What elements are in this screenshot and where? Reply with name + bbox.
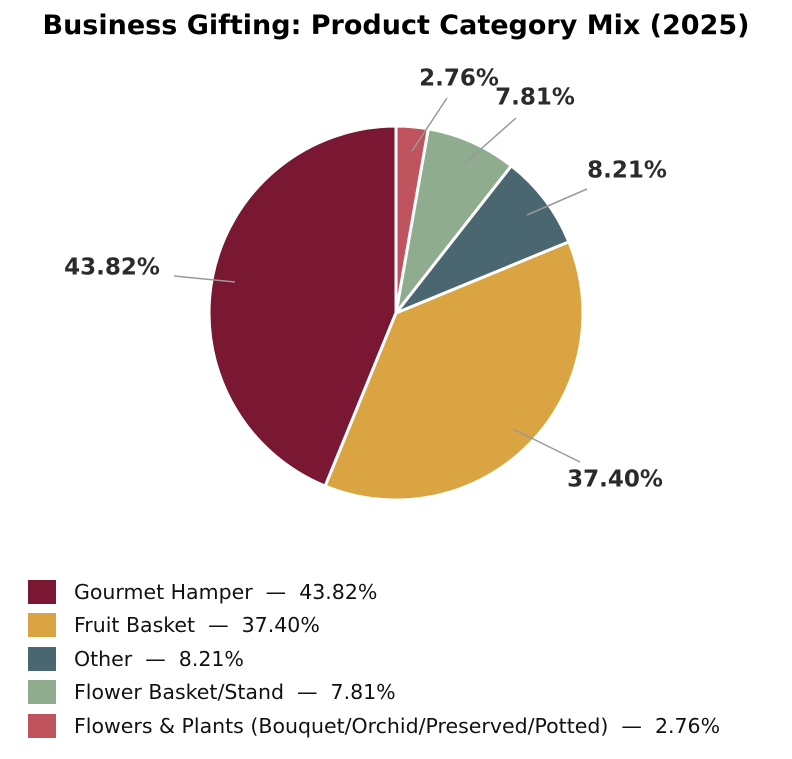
legend-item: Flowers & Plants (Bouquet/Orchid/Preserv… bbox=[28, 709, 720, 743]
pie-slice-gourmet-hamper bbox=[207, 124, 398, 488]
pie-slice-other bbox=[394, 164, 571, 315]
chart-title: Business Gifting: Product Category Mix (… bbox=[42, 10, 750, 41]
legend: Gourmet Hamper — 43.82% Fruit Basket — 37… bbox=[28, 575, 720, 743]
legend-label: Gourmet Hamper — 43.82% bbox=[74, 579, 378, 604]
data-label: 7.81% bbox=[495, 85, 575, 111]
legend-label: Flowers & Plants (Bouquet/Orchid/Preserv… bbox=[74, 713, 721, 738]
leader-line bbox=[526, 188, 588, 216]
leader-line bbox=[512, 428, 581, 463]
legend-item: Fruit Basket — 37.40% bbox=[28, 609, 720, 643]
data-label: 43.82% bbox=[64, 255, 160, 281]
data-label: 8.21% bbox=[587, 158, 667, 184]
data-label: 2.76% bbox=[419, 66, 499, 92]
data-labels: 43.82% 37.40% 8.21% 7.81%2.76% bbox=[64, 66, 667, 493]
legend-swatch bbox=[28, 680, 56, 705]
pie-chart: 43.82% 37.40% 8.21% 7.81%2.76% bbox=[64, 66, 667, 502]
leader-line bbox=[173, 275, 236, 283]
legend-swatch bbox=[28, 646, 56, 671]
legend-item: Other — 8.21% bbox=[28, 642, 720, 676]
pie-slice-fruit-basket bbox=[323, 240, 585, 502]
legend-label: Flower Basket/Stand — 7.81% bbox=[74, 680, 396, 705]
legend-item: Flower Basket/Stand — 7.81% bbox=[28, 676, 720, 710]
pie-slice-flower-basket-stand bbox=[394, 127, 513, 315]
leader-line bbox=[463, 117, 517, 165]
legend-label: Other — 8.21% bbox=[74, 646, 244, 671]
legend-item: Gourmet Hamper — 43.82% bbox=[28, 575, 720, 609]
pie-slices bbox=[207, 124, 585, 502]
legend-swatch bbox=[28, 613, 56, 638]
leader-line bbox=[411, 97, 448, 152]
data-label: 37.40% bbox=[567, 467, 663, 493]
pie-slice-flowers-plants-bouquet-orchid-preserved-potted bbox=[394, 124, 430, 315]
legend-label: Fruit Basket — 37.40% bbox=[74, 613, 320, 638]
label-leader-lines bbox=[173, 97, 588, 463]
legend-swatch bbox=[28, 579, 56, 604]
legend-swatch bbox=[28, 713, 56, 738]
